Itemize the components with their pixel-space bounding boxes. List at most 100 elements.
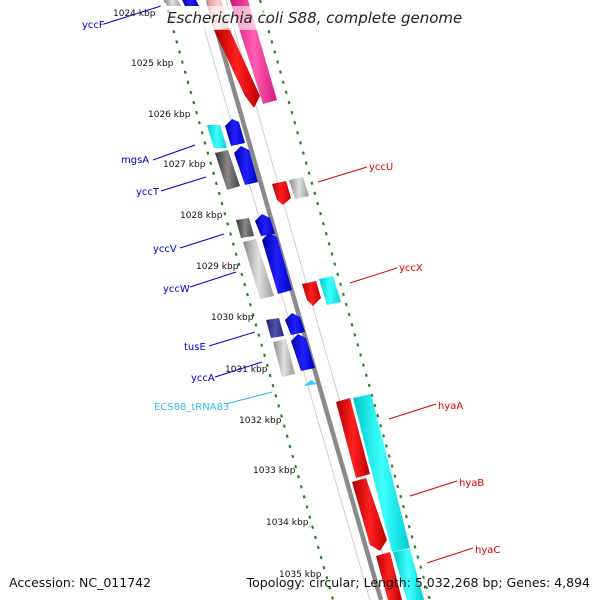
- gene-red-big[interactable]: [214, 28, 260, 108]
- gene-yccV-grey[interactable]: [236, 218, 254, 238]
- ruler-dash: [373, 403, 377, 408]
- ruler-dash: [316, 201, 320, 206]
- label-yccU[interactable]: yccU: [369, 162, 393, 173]
- gene-mgsA-grey[interactable]: [207, 125, 227, 148]
- ruler-dash: [294, 464, 298, 469]
- gene-hyaA[interactable]: [336, 398, 370, 478]
- ruler-dash: [330, 252, 334, 256]
- gene-yccV[interactable]: [255, 214, 275, 236]
- gene-yccW-grey[interactable]: [243, 239, 274, 299]
- ruler-dash: [325, 576, 329, 580]
- ruler-dash: [367, 383, 371, 388]
- ruler-dash: [356, 343, 360, 347]
- ruler-dash: [324, 232, 328, 236]
- ruler-dash: [226, 222, 230, 226]
- forward-genes: [164, 0, 317, 386]
- label-yccV[interactable]: yccV: [153, 244, 177, 255]
- kbp-tick: 1030 kbp: [211, 313, 254, 323]
- label-mgsA[interactable]: mgsA: [121, 155, 149, 166]
- gene-yccT-grey[interactable]: [215, 150, 240, 190]
- ruler-dash: [387, 454, 391, 458]
- gene-tusE-grey[interactable]: [266, 318, 284, 338]
- ruler-dash: [212, 171, 215, 176]
- ruler-dash: [248, 303, 252, 307]
- gene-yccX-cyan[interactable]: [319, 276, 341, 305]
- label-yccA[interactable]: yccA: [191, 373, 215, 384]
- ruler-dash: [197, 121, 201, 125]
- label-tusE[interactable]: tusE: [184, 342, 206, 353]
- gene-yccF[interactable]: [182, 0, 199, 6]
- ruler-dash: [382, 434, 385, 438]
- ruler-dash: [427, 595, 431, 600]
- gene-yccA[interactable]: [291, 334, 315, 371]
- gene-yccU[interactable]: [272, 181, 291, 205]
- ruler-dash: [321, 221, 325, 226]
- ruler-dash: [347, 312, 351, 317]
- ruler-dash: [209, 161, 213, 165]
- ruler-dash: [327, 242, 331, 246]
- gene-yccT[interactable]: [234, 146, 258, 185]
- ruler-dash: [404, 514, 408, 519]
- gene-hyaB[interactable]: [352, 478, 387, 551]
- gene-hyaC-cyan[interactable]: [393, 549, 424, 600]
- gene-yccA-grey[interactable]: [273, 339, 295, 377]
- ruler-dash: [203, 141, 207, 145]
- label-hyaB[interactable]: hyaB: [459, 478, 484, 489]
- ruler-dash: [192, 100, 196, 105]
- ruler-dash: [290, 110, 294, 115]
- label-yccT[interactable]: yccT: [136, 187, 160, 198]
- ruler-dash: [359, 353, 363, 357]
- ruler-dash: [280, 414, 283, 418]
- ruler-dash: [180, 60, 184, 64]
- ruler-dash: [307, 171, 311, 175]
- label-hyaA[interactable]: hyaA: [438, 401, 463, 412]
- label-yccX[interactable]: yccX: [399, 263, 423, 274]
- gene-hyaC[interactable]: [376, 552, 402, 600]
- right-gene-labels: yccU yccX hyaA hyaB hyaC: [317, 162, 500, 564]
- ruler-dash: [416, 555, 420, 559]
- ruler-dash: [291, 454, 295, 459]
- gene-hyaA-cyan[interactable]: [353, 394, 410, 552]
- ruler-dash: [313, 535, 317, 540]
- accession-text: Accession: NC_011742: [9, 575, 151, 590]
- ruler-dash: [206, 151, 210, 155]
- gene-grey-top[interactable]: [164, 0, 181, 6]
- label-hyaC[interactable]: hyaC: [475, 545, 500, 556]
- ruler-dash: [319, 211, 322, 216]
- ruler-dash: [302, 495, 306, 499]
- ruler-dash: [217, 191, 221, 196]
- kbp-tick: 1025 kbp: [131, 59, 174, 69]
- ruler-dash: [297, 474, 300, 479]
- label-yccW[interactable]: yccW: [163, 284, 190, 295]
- ruler-dash: [257, 333, 261, 337]
- ruler-dash: [234, 252, 238, 256]
- kbp-tick: 1026 kbp: [148, 110, 191, 120]
- gene-ECS88_tRNA83[interactable]: [304, 380, 317, 386]
- ruler-dash: [330, 596, 334, 600]
- left-gene-labels: yccF mgsA yccT yccV yccW tusE yccA ECS88…: [82, 5, 273, 413]
- gene-tusE[interactable]: [285, 313, 305, 335]
- ruler-dash: [410, 535, 414, 539]
- ruler-dash: [260, 343, 264, 347]
- band-edge-left: [195, 0, 371, 600]
- ruler-dash: [319, 555, 323, 560]
- gene-mgsA[interactable]: [225, 119, 245, 146]
- ruler-dash: [270, 40, 274, 44]
- ruler-dash: [296, 131, 300, 135]
- gene-yccW[interactable]: [262, 233, 292, 294]
- ruler-dash: [424, 585, 428, 590]
- ruler-dash: [277, 404, 281, 408]
- ruler-dash: [407, 525, 411, 529]
- ruler-dash: [246, 292, 249, 297]
- ruler-dash: [287, 100, 291, 105]
- gene-yccX[interactable]: [302, 281, 321, 306]
- ruler-dash: [419, 565, 423, 569]
- label-ECS88_tRNA83[interactable]: ECS88_tRNA83: [154, 402, 229, 413]
- ruler-dash: [285, 434, 289, 438]
- gene-yccU-grey[interactable]: [289, 177, 309, 199]
- ruler-dash: [243, 282, 247, 287]
- ruler-dash: [422, 575, 426, 580]
- ruler-dash: [271, 383, 275, 388]
- label-yccF[interactable]: yccF: [82, 20, 105, 31]
